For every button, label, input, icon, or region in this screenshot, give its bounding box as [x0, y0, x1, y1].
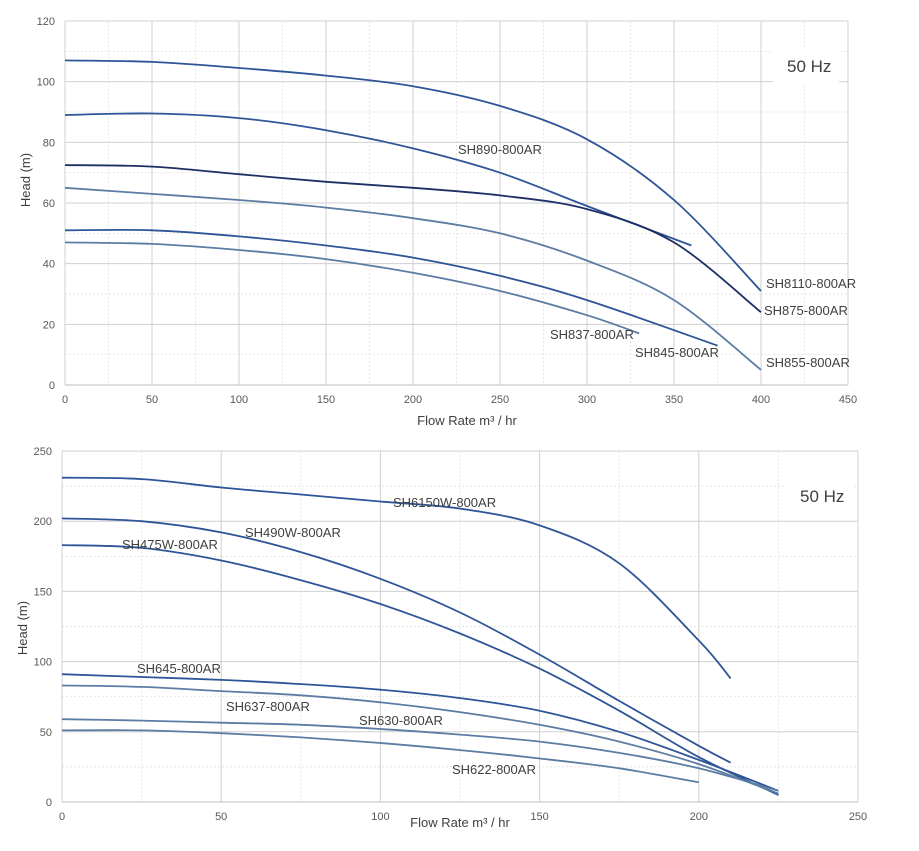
chart1-x-tick-label: 450 — [839, 394, 857, 406]
chart2-series-label-sh645-800ar: SH645-800AR — [137, 661, 221, 676]
chart2-series-label-sh475w-800ar: SH475W-800AR — [122, 537, 218, 552]
chart2-y-tick-label: 100 — [34, 657, 52, 669]
chart1-x-tick-label: 350 — [665, 394, 683, 406]
chart1-x-tick-label: 300 — [578, 394, 596, 406]
chart2-series-label-sh637-800ar: SH637-800AR — [226, 699, 310, 714]
chart1-y-tick-label: 120 — [37, 16, 55, 28]
chart2-x-tick-label: 0 — [59, 811, 65, 823]
chart2-x-tick-label: 100 — [371, 811, 389, 823]
chart2-x-tick-label: 200 — [690, 811, 708, 823]
chart2-x-tick-label: 150 — [530, 811, 548, 823]
chart1-series-line-sh875-800ar — [64, 164, 762, 313]
chart1-x-tick-label: 50 — [146, 394, 158, 406]
chart1-x-tick-label: 200 — [404, 394, 422, 406]
chart1-series-label-sh875-800ar: SH875-800AR — [764, 303, 848, 318]
chart2-frequency-label-bg — [786, 478, 852, 514]
chart2-x-axis-title: Flow Rate m³ / hr — [410, 815, 510, 830]
chart2-series-line-sh630-800ar — [61, 718, 779, 792]
chart1-y-axis-title: Head (m) — [18, 153, 33, 207]
chart2-y-axis-title: Head (m) — [15, 601, 30, 655]
chart1-series-label-sh837-800ar: SH837-800AR — [550, 327, 634, 342]
chart1-series-line-sh8110-800ar — [64, 59, 762, 292]
chart2-x-tick-label: 250 — [849, 811, 867, 823]
chart1-series-label-sh855-800ar: SH855-800AR — [766, 355, 850, 370]
chart1-y-tick-label: 40 — [43, 259, 55, 271]
chart1-series-label-sh8110-800ar: SH8110-800AR — [766, 276, 856, 291]
chart2-y-tick-label: 200 — [34, 516, 52, 528]
chart1-y-tick-label: 0 — [49, 380, 55, 392]
chart2-series-line-sh645-800ar — [61, 673, 779, 792]
chart1-x-tick-label: 100 — [230, 394, 248, 406]
chart1-y-tick-label: 80 — [43, 137, 55, 149]
chart2-series-label-sh490w-800ar: SH490W-800AR — [245, 525, 341, 540]
chart2-y-tick-label: 150 — [34, 586, 52, 598]
chart2-series-label-sh6150w-800ar: SH6150W-800AR — [393, 495, 496, 510]
chart1-series-label-sh845-800ar: SH845-800AR — [635, 345, 719, 360]
chart-top: 50 Hz 0 50 100 150 200 250 300 350 400 450 0 20 40 60 8… — [18, 16, 857, 428]
chart1-frequency-label: 50 Hz — [787, 57, 831, 76]
chart1-series-line-sh845-800ar — [64, 228, 718, 347]
chart-bottom: 50 Hz 0 50 100 150 200 250 0 50 100 150 200 250 Flow … — [15, 446, 867, 830]
chart1-series-label-sh890-800ar: SH890-800AR — [458, 142, 542, 157]
chart1-y-tick-label: 100 — [37, 77, 55, 89]
chart2-series-line-sh490w-800ar — [61, 517, 732, 764]
chart1-series-line-sh837-800ar — [64, 241, 640, 335]
chart2-series-label-sh622-800ar: SH622-800AR — [452, 762, 536, 777]
chart1-gridlines — [64, 20, 849, 386]
chart2-frequency-label: 50 Hz — [800, 487, 844, 506]
chart2-y-tick-label: 250 — [34, 446, 52, 458]
chart1-y-tick-label: 60 — [43, 198, 55, 210]
chart2-series-line-sh622-800ar — [61, 729, 699, 784]
chart2-series-line-sh475w-800ar — [61, 544, 779, 796]
chart2-x-tick-label: 50 — [215, 811, 227, 823]
chart1-series-line-sh890-800ar — [64, 112, 692, 247]
chart1-x-axis-title: Flow Rate m³ / hr — [417, 413, 517, 428]
chart2-series-line-sh637-800ar — [61, 684, 779, 795]
chart2-series-label-sh630-800ar: SH630-800AR — [359, 713, 443, 728]
chart1-x-tick-label: 400 — [752, 394, 770, 406]
chart1-y-tick-label: 20 — [43, 319, 55, 331]
chart1-x-tick-label: 250 — [491, 394, 509, 406]
chart1-x-tick-label: 150 — [317, 394, 335, 406]
chart2-y-tick-label: 50 — [40, 727, 52, 739]
chart2-series-line-sh6150w-800ar — [61, 476, 732, 679]
chart1-x-tick-label: 0 — [62, 394, 68, 406]
chart2-y-tick-label: 0 — [46, 797, 52, 809]
chart1-series-line-sh855-800ar — [64, 186, 762, 371]
chart1-frequency-label-bg — [773, 48, 839, 84]
